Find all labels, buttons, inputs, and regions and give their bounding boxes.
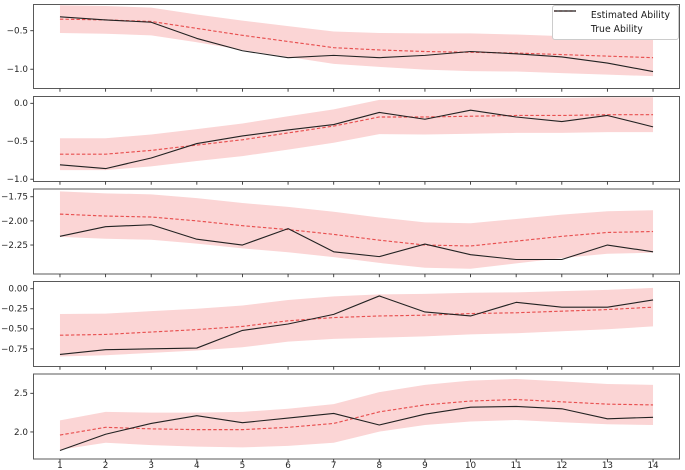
subplot-1-true-line [59, 16, 654, 73]
subplot-4-confidence-band [59, 287, 654, 357]
x-tick-label: 9 [422, 461, 428, 470]
subplot-2: 0.0 −0.5 −1.0 [7, 96, 680, 185]
x-tick-label: 5 [240, 461, 246, 470]
y-tick-label: −0.5 [7, 137, 28, 147]
legend-item-true: True Ability [553, 10, 670, 35]
legend-box: Estimated Ability True Ability [551, 5, 679, 40]
true-solid-line-icon [553, 10, 584, 35]
y-tick-label: −2.00 [1, 217, 28, 227]
subplot-2-estimated-line [59, 114, 654, 155]
subplot-2-confidence-band [59, 97, 654, 171]
y-tick-label: −1.0 [7, 175, 29, 185]
subplot-3-estimated-line [59, 213, 654, 247]
y-tick-label: −1.75 [1, 193, 28, 203]
x-tick-label: 2 [103, 461, 109, 470]
x-tick-label: 4 [194, 461, 200, 470]
x-tick-label: 13 [602, 461, 613, 470]
y-tick-label: 0.0 [14, 99, 28, 109]
subplot-2-axes-frame [33, 96, 680, 182]
legend-true-label: True Ability [590, 24, 643, 35]
y-tick-label: −0.75 [1, 345, 28, 355]
subplot-5: 2.5 2.0 [14, 373, 680, 463]
subplot-5-estimated-line [59, 398, 654, 436]
y-tick-label: −0.5 [7, 27, 28, 37]
y-tick-label: 0.00 [8, 285, 28, 295]
subplot-3: −1.75 −2.00 −2.25 [1, 188, 680, 278]
x-tick-label: 3 [148, 461, 154, 470]
subplot-5-confidence-band [59, 379, 654, 450]
y-tick-label: −0.25 [1, 305, 28, 315]
y-tick-label: 2.5 [14, 389, 28, 399]
subplot-5-axes-frame [33, 373, 680, 460]
subplot-3-confidence-band [59, 191, 654, 269]
subplot-1-axes-frame [33, 4, 680, 89]
subplot-1-estimated-line [59, 18, 654, 59]
subplot-2-true-line [59, 109, 654, 170]
y-tick-label: −0.50 [1, 325, 28, 335]
subplot-1: −0.5 −1.0 [7, 4, 680, 92]
x-tick-label: 6 [285, 461, 291, 470]
subplot-4: 0.00 −0.25 −0.50 −0.75 [1, 281, 680, 370]
x-tick-label: 10 [465, 461, 477, 470]
x-tick-label: 12 [556, 461, 567, 470]
subplot-3-true-line [59, 224, 654, 261]
x-tick-label: 14 [647, 461, 659, 470]
x-tick-label: 11 [511, 461, 522, 470]
subplot-3-axes-frame [33, 188, 680, 275]
x-tick-label: 7 [331, 461, 337, 470]
x-tick-label: 1 [57, 461, 63, 470]
subplot-4-axes-frame [33, 281, 680, 367]
subplot-4-estimated-line [59, 306, 654, 336]
y-tick-label: −2.25 [1, 241, 28, 251]
legend-estimated-label: Estimated Ability [590, 10, 670, 21]
x-tick-label: 8 [377, 461, 383, 470]
subplot-1-confidence-band [59, 5, 654, 77]
y-tick-label: −1.0 [7, 65, 29, 75]
x-axis-labels: 1 2 3 4 5 6 7 8 9 10 11 12 13 14 [57, 461, 659, 470]
subplot-4-true-line [59, 295, 654, 356]
subplot-5-true-line [59, 405, 654, 452]
y-tick-label: 2.0 [14, 428, 28, 438]
